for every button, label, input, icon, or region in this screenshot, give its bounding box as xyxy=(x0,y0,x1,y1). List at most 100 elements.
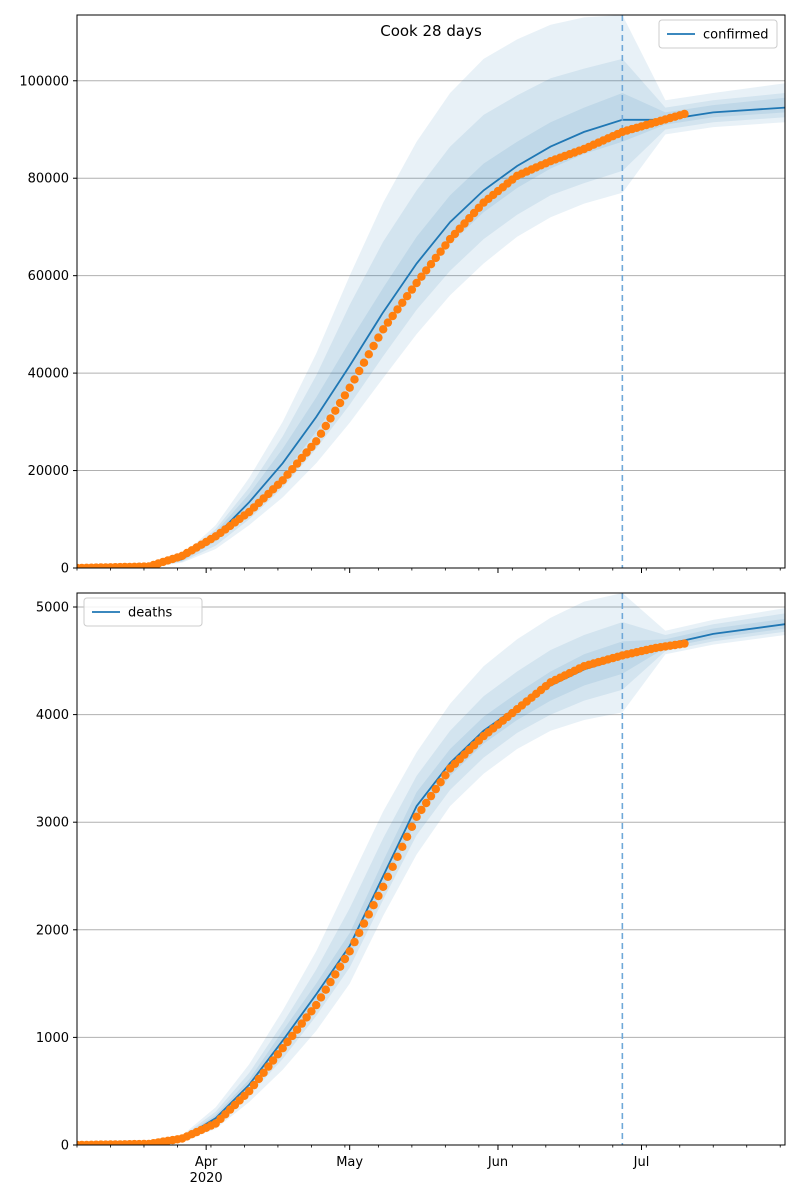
observed-point xyxy=(383,318,393,327)
y-tick-label: 40000 xyxy=(28,367,69,382)
observed-point xyxy=(302,448,311,457)
observed-point xyxy=(364,910,373,919)
observed-point xyxy=(278,1044,287,1053)
observed-point xyxy=(364,350,373,359)
observed-point xyxy=(374,333,383,342)
observed-point xyxy=(335,962,345,971)
observed-point xyxy=(436,247,445,256)
observed-point xyxy=(431,784,440,794)
observed-point xyxy=(264,1062,273,1071)
observed-point xyxy=(316,429,326,438)
uncertainty-band-2 xyxy=(148,58,785,568)
chart-panel-1: 0 20000 40000 60000 80000 100000 Cook 28 days c… xyxy=(19,14,786,577)
observed-point xyxy=(312,437,321,446)
y-tick-label: 0 xyxy=(61,1139,69,1154)
observed-point xyxy=(245,1087,254,1096)
observed-point xyxy=(402,832,412,841)
y-tick-label: 0 xyxy=(61,562,69,577)
y-tick-label: 60000 xyxy=(28,269,69,284)
observed-point xyxy=(355,928,364,938)
observed-point xyxy=(680,639,689,648)
observed-point xyxy=(292,459,302,468)
observed-point xyxy=(383,872,393,881)
y-tick-label: 3000 xyxy=(36,816,69,831)
observed-point xyxy=(379,882,388,891)
legend-box xyxy=(658,19,778,49)
legend-label: deaths xyxy=(128,606,173,621)
observed-point xyxy=(388,862,397,871)
observed-point xyxy=(307,442,316,452)
y-tick-label: 20000 xyxy=(28,464,69,479)
observed-point xyxy=(340,954,350,964)
observed-point xyxy=(393,305,402,314)
uncertainty-band-1 xyxy=(148,15,785,568)
observed-point xyxy=(398,842,407,851)
uncertainty-band-1 xyxy=(148,593,785,1145)
observed-point xyxy=(345,383,354,392)
observed-point xyxy=(249,1080,259,1090)
chart-title: Cook 28 days xyxy=(380,22,482,40)
plot-area xyxy=(77,15,785,568)
observed-point xyxy=(302,1013,311,1022)
observed-point xyxy=(254,1074,263,1084)
observed-point xyxy=(292,1025,302,1034)
observed-point xyxy=(331,406,340,415)
observed-point xyxy=(417,805,426,815)
y-tick-label: 1000 xyxy=(36,1031,69,1046)
observed-point xyxy=(436,778,445,787)
observed-point xyxy=(350,937,359,947)
observed-points xyxy=(77,639,689,1145)
observed-point xyxy=(335,398,345,408)
observed-point xyxy=(359,919,369,928)
observed-point xyxy=(422,798,431,808)
observed-point xyxy=(307,1007,316,1016)
x-tick-label: May xyxy=(336,1155,363,1170)
observed-point xyxy=(297,453,306,463)
observed-point xyxy=(398,298,407,307)
x-tick-label: Apr xyxy=(195,1155,218,1170)
x-tick-label: Jun xyxy=(487,1155,508,1170)
legend: deaths xyxy=(83,597,203,627)
observed-point xyxy=(407,822,417,831)
legend-label: confirmed xyxy=(703,28,769,43)
observed-point xyxy=(331,970,340,979)
observed-point xyxy=(312,1000,321,1010)
observed-point xyxy=(426,260,436,269)
observed-point xyxy=(278,476,287,485)
observed-points xyxy=(77,109,689,568)
observed-point xyxy=(393,852,402,861)
observed-point xyxy=(297,1019,306,1028)
observed-point xyxy=(379,325,388,334)
axes-frame xyxy=(76,14,786,569)
observed-point xyxy=(426,791,436,801)
observed-point xyxy=(374,891,383,901)
observed-point xyxy=(412,278,421,288)
observed-point xyxy=(441,771,450,780)
y-tick-label: 80000 xyxy=(28,172,69,187)
uncertainty-band-3 xyxy=(148,93,785,568)
observed-point xyxy=(407,285,417,294)
observed-point xyxy=(412,812,421,821)
observed-point xyxy=(316,993,326,1002)
observed-point xyxy=(273,1050,283,1059)
y-tick-label: 2000 xyxy=(36,923,69,938)
observed-point xyxy=(350,375,359,384)
observed-point xyxy=(288,1031,297,1041)
observed-point xyxy=(355,366,364,376)
observed-point xyxy=(259,1068,268,1078)
observed-point xyxy=(441,241,450,250)
observed-point xyxy=(326,977,335,987)
observed-point xyxy=(402,292,412,301)
observed-point xyxy=(345,947,354,956)
observed-point xyxy=(680,109,689,119)
x-tick-sublabel: 2020 xyxy=(190,1171,223,1186)
observed-point xyxy=(431,253,440,263)
observed-point xyxy=(321,985,330,994)
observed-point xyxy=(422,266,431,275)
x-tick-label: Jul xyxy=(633,1155,650,1170)
observed-point xyxy=(359,358,369,367)
observed-point xyxy=(288,465,297,474)
observed-point xyxy=(340,391,350,400)
